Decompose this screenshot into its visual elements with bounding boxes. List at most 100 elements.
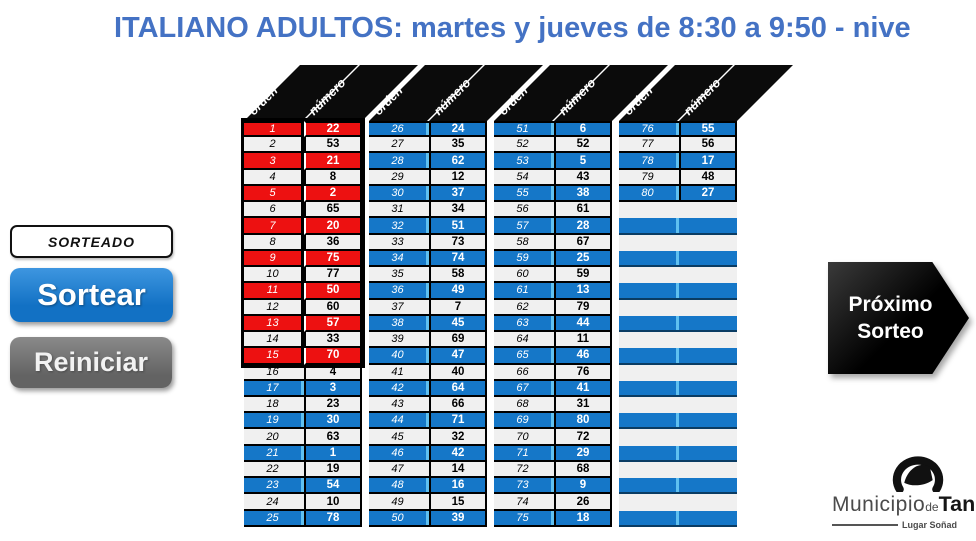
cell-divider [551, 380, 554, 397]
cell-divider [551, 218, 554, 235]
numero-cell: 70 [304, 348, 362, 365]
numero-cell: 63 [304, 429, 362, 446]
numero-cell: 44 [554, 315, 612, 333]
table-row: 53 5 [494, 153, 612, 170]
numero-cell [679, 478, 737, 495]
numero-cell: 14 [429, 461, 487, 479]
orden-cell: 9 [244, 250, 301, 268]
orden-cell: 67 [494, 380, 551, 397]
numero-cell: 13 [554, 283, 612, 300]
orden-cell: 76 [619, 121, 676, 138]
numero-cell: 7 [429, 299, 487, 316]
table-row: 68 31 [494, 396, 612, 414]
table-row: 60 59 [494, 267, 612, 284]
orden-cell [619, 234, 676, 251]
cell-divider [301, 202, 304, 219]
table-row: 78 17 [619, 153, 737, 170]
orden-cell: 34 [369, 250, 426, 268]
cell-divider [301, 429, 304, 446]
cell-divider [551, 234, 554, 251]
orden-cell: 15 [244, 348, 301, 365]
numero-cell: 41 [554, 380, 612, 397]
orden-cell: 79 [619, 169, 676, 186]
cell-divider [676, 283, 679, 300]
orden-cell: 16 [244, 364, 301, 381]
orden-cell: 48 [369, 478, 426, 495]
table-row [619, 267, 737, 284]
numero-cell: 67 [554, 234, 612, 251]
orden-cell: 25 [244, 510, 301, 527]
cell-divider [551, 185, 554, 203]
cell-divider [551, 494, 554, 511]
orden-cell: 50 [369, 510, 426, 527]
cell-divider [426, 202, 429, 219]
numero-cell: 61 [554, 202, 612, 219]
table-row: 56 61 [494, 202, 612, 219]
orden-cell: 39 [369, 332, 426, 349]
orden-cell: 51 [494, 121, 551, 138]
reiniciar-button[interactable]: Reiniciar [10, 337, 172, 388]
column-header-band: orden número [619, 65, 793, 121]
cell-divider [301, 121, 304, 138]
numero-cell: 50 [304, 283, 362, 300]
cell-divider [551, 315, 554, 333]
table-row [619, 332, 737, 349]
cell-divider [676, 185, 679, 203]
numero-cell: 33 [304, 332, 362, 349]
cell-divider [551, 250, 554, 268]
cell-divider [676, 137, 679, 154]
table-row: 54 43 [494, 169, 612, 186]
numero-cell: 71 [429, 413, 487, 430]
table-row: 22 19 [244, 461, 362, 479]
orden-cell: 60 [494, 267, 551, 284]
orden-cell: 42 [369, 380, 426, 397]
orden-cell [619, 315, 676, 333]
orden-cell: 43 [369, 396, 426, 414]
numero-cell [679, 364, 737, 381]
cell-divider [676, 299, 679, 316]
cell-divider [426, 478, 429, 495]
cell-divider [426, 445, 429, 462]
orden-cell: 10 [244, 267, 301, 284]
orden-cell: 38 [369, 315, 426, 333]
orden-cell: 12 [244, 299, 301, 316]
orden-cell: 23 [244, 478, 301, 495]
orden-cell [619, 218, 676, 235]
cell-divider [301, 315, 304, 333]
proximo-sorteo-arrow[interactable]: Próximo Sorteo [828, 262, 969, 374]
header-label: orden [246, 83, 281, 118]
table-row: 19 30 [244, 413, 362, 430]
table-row: 50 39 [369, 510, 487, 527]
numero-cell: 8 [304, 169, 362, 186]
table-row: 24 10 [244, 494, 362, 511]
table-row: 49 15 [369, 494, 487, 511]
table-row [619, 364, 737, 381]
orden-cell: 52 [494, 137, 551, 154]
orden-cell: 70 [494, 429, 551, 446]
numero-cell [679, 348, 737, 365]
orden-cell: 63 [494, 315, 551, 333]
table-row: 42 64 [369, 380, 487, 397]
table-row: 59 25 [494, 250, 612, 268]
cell-divider [551, 267, 554, 284]
orden-cell: 32 [369, 218, 426, 235]
table-row: 35 58 [369, 267, 487, 284]
table-row: 32 51 [369, 218, 487, 235]
cell-divider [426, 299, 429, 316]
orden-cell [619, 380, 676, 397]
cell-divider [426, 429, 429, 446]
table-row: 72 68 [494, 461, 612, 479]
numero-cell: 79 [554, 299, 612, 316]
sortear-button[interactable]: Sortear [10, 268, 173, 322]
table-row: 38 45 [369, 315, 487, 333]
table-row [619, 380, 737, 397]
table-row [619, 250, 737, 268]
table-row: 43 66 [369, 396, 487, 414]
numero-cell: 10 [304, 494, 362, 511]
table-row: 48 16 [369, 478, 487, 495]
numero-cell: 51 [429, 218, 487, 235]
orden-cell: 21 [244, 445, 301, 462]
table-row: 40 47 [369, 348, 487, 365]
numero-cell: 75 [304, 250, 362, 268]
